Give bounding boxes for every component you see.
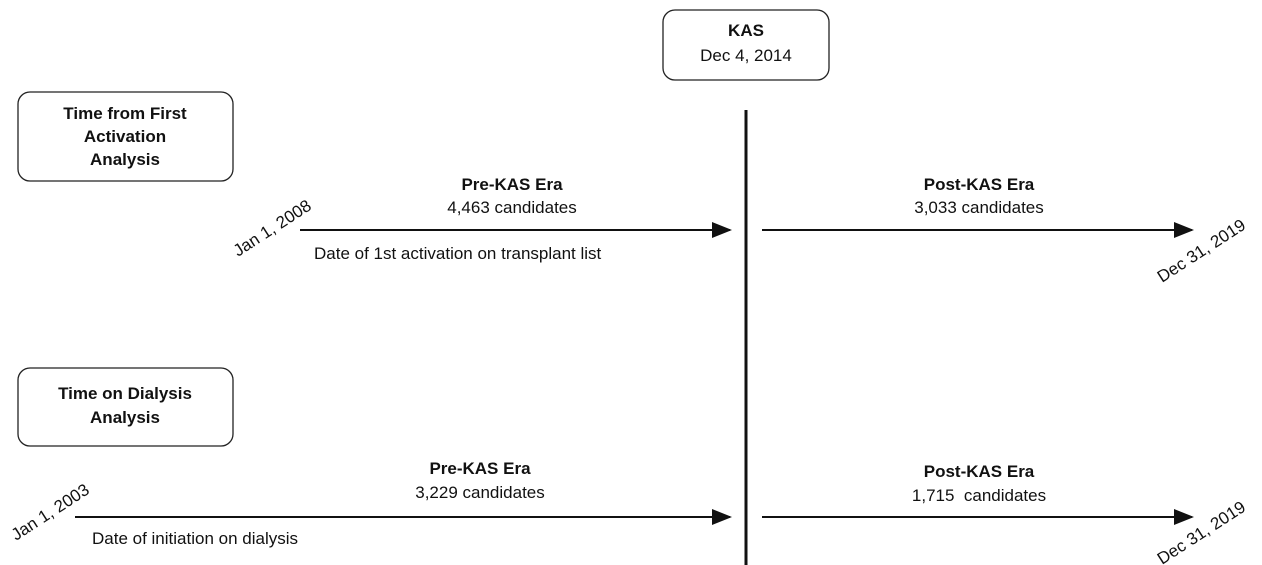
analysis-label: Time from First	[63, 104, 187, 123]
post-count: 3,033 candidates	[914, 198, 1044, 217]
pre-title: Pre-KAS Era	[429, 459, 531, 478]
analysis-label: Analysis	[90, 408, 160, 427]
analysis-label: Activation	[84, 127, 166, 146]
analysis-label: Time on Dialysis	[58, 384, 192, 403]
end-date: Dec 31, 2019	[1154, 215, 1249, 286]
post-title: Post-KAS Era	[924, 462, 1035, 481]
analysis-box	[17, 91, 234, 182]
analysis-box	[17, 367, 234, 447]
pre-title: Pre-KAS Era	[461, 175, 563, 194]
kas-box	[662, 9, 830, 81]
pre-count: 3,229 candidates	[415, 483, 545, 502]
axis-label: Date of initiation on dialysis	[92, 529, 298, 548]
end-date: Dec 31, 2019	[1154, 497, 1249, 565]
analysis-label: Analysis	[90, 150, 160, 169]
kas-date: Dec 4, 2014	[700, 46, 792, 65]
post-title: Post-KAS Era	[924, 175, 1035, 194]
pre-count: 4,463 candidates	[447, 198, 577, 217]
kas-title: KAS	[728, 21, 764, 40]
start-date: Jan 1, 2008	[230, 196, 315, 260]
start-date: Jan 1, 2003	[8, 480, 93, 544]
axis-label: Date of 1st activation on transplant lis…	[314, 244, 602, 263]
post-count: 1,715 candidates	[912, 486, 1046, 505]
